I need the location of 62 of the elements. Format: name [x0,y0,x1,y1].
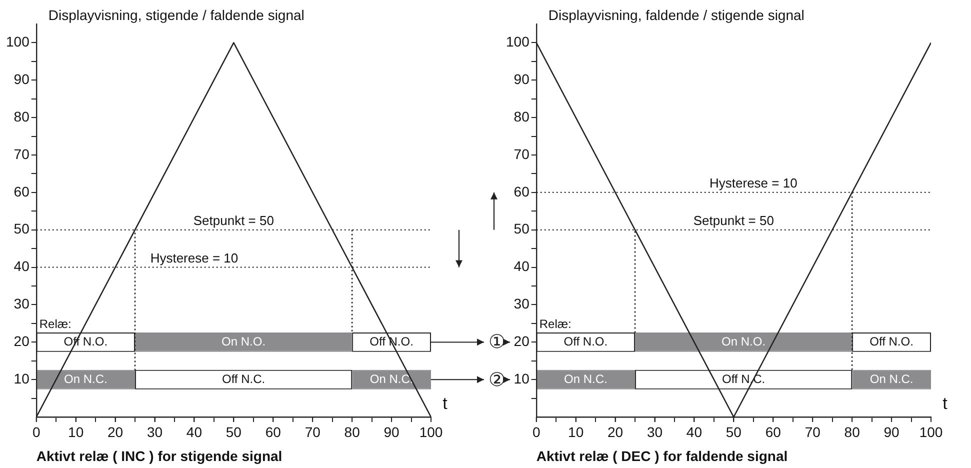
data-label: On N.O. [222,334,266,348]
x-tick-label: 20 [108,424,124,440]
data-label: Off N.O. [870,334,914,348]
x-tick-label: 100 [419,424,443,440]
x-tick-label: 60 [765,424,782,440]
y-tick-label: 60 [514,183,530,200]
y-tick-label: 50 [14,220,30,237]
x-axis-title: t [942,394,948,414]
x-tick-label: 80 [844,424,860,440]
ref-line-label: Setpunkt = 50 [693,212,774,228]
x-tick-label: 60 [265,424,282,440]
y-tick-label: 100 [506,34,530,50]
y-tick-label: 70 [514,146,530,162]
y-tick-label: 100 [6,34,30,50]
y-tick-label: 20 [14,333,30,349]
x-tick-label: 70 [804,424,821,440]
y-tick-label: 20 [514,333,530,349]
chart-title: Displayvisning, faldende / stigende signal [548,6,804,23]
ref-line-label: Setpunkt = 50 [193,212,274,228]
y-tick-label: 70 [14,146,30,162]
y-tick-label: 30 [14,296,30,312]
x-tick-label: 80 [344,424,360,440]
y-tick-label: 40 [14,258,30,274]
x-tick-label: 100 [919,424,943,440]
x-tick-label: 50 [226,424,242,440]
data-label: Off N.O. [564,334,608,348]
x-tick-label: 40 [186,424,202,440]
y-tick-label: 60 [14,183,30,200]
annotation: Hysterese = 10 [710,176,798,191]
data-label: On N.C. [64,372,108,386]
x-tick-label: 10 [568,424,584,440]
text: Aktivt relæ ( INC ) for stigende signal [36,448,282,464]
x-tick-label: 20 [608,424,624,440]
x-tick-label: 30 [646,424,663,440]
text: Aktivt relæ ( DEC ) for faldende signal [536,448,788,464]
x-tick-label: 40 [686,424,702,440]
y-tick-label: 80 [14,108,30,124]
y-tick-label: 10 [514,370,530,386]
x-tick-label: 0 [532,424,540,440]
data-label: On N.C. [870,372,914,386]
data-label: On N.O. [722,334,766,348]
y-tick-label: 50 [514,220,530,237]
annotation: Relæ: [539,316,572,331]
y-tick-label: 90 [514,71,530,87]
x-tick-label: 90 [384,424,400,440]
x-axis-title: t [442,394,448,414]
x-tick-label: 30 [146,424,163,440]
chart-title: Displayvisning, stigende / faldende signal [48,6,304,23]
annotation: Relæ: [39,316,72,331]
y-tick-label: 30 [514,296,530,312]
y-tick-label: 90 [14,71,30,87]
y-tick-label: 40 [514,258,530,274]
x-tick-label: 10 [68,424,84,440]
x-tick-label: 90 [884,424,900,440]
y-tick-label: 10 [14,370,30,386]
data-label: On N.C. [564,372,608,386]
y-tick-label: 80 [514,108,530,124]
x-tick-label: 0 [32,424,40,440]
annotation: Hysterese = 10 [150,250,238,266]
x-tick-label: 50 [726,424,742,440]
data-label: Off N.C. [222,372,266,386]
x-tick-label: 70 [304,424,321,440]
